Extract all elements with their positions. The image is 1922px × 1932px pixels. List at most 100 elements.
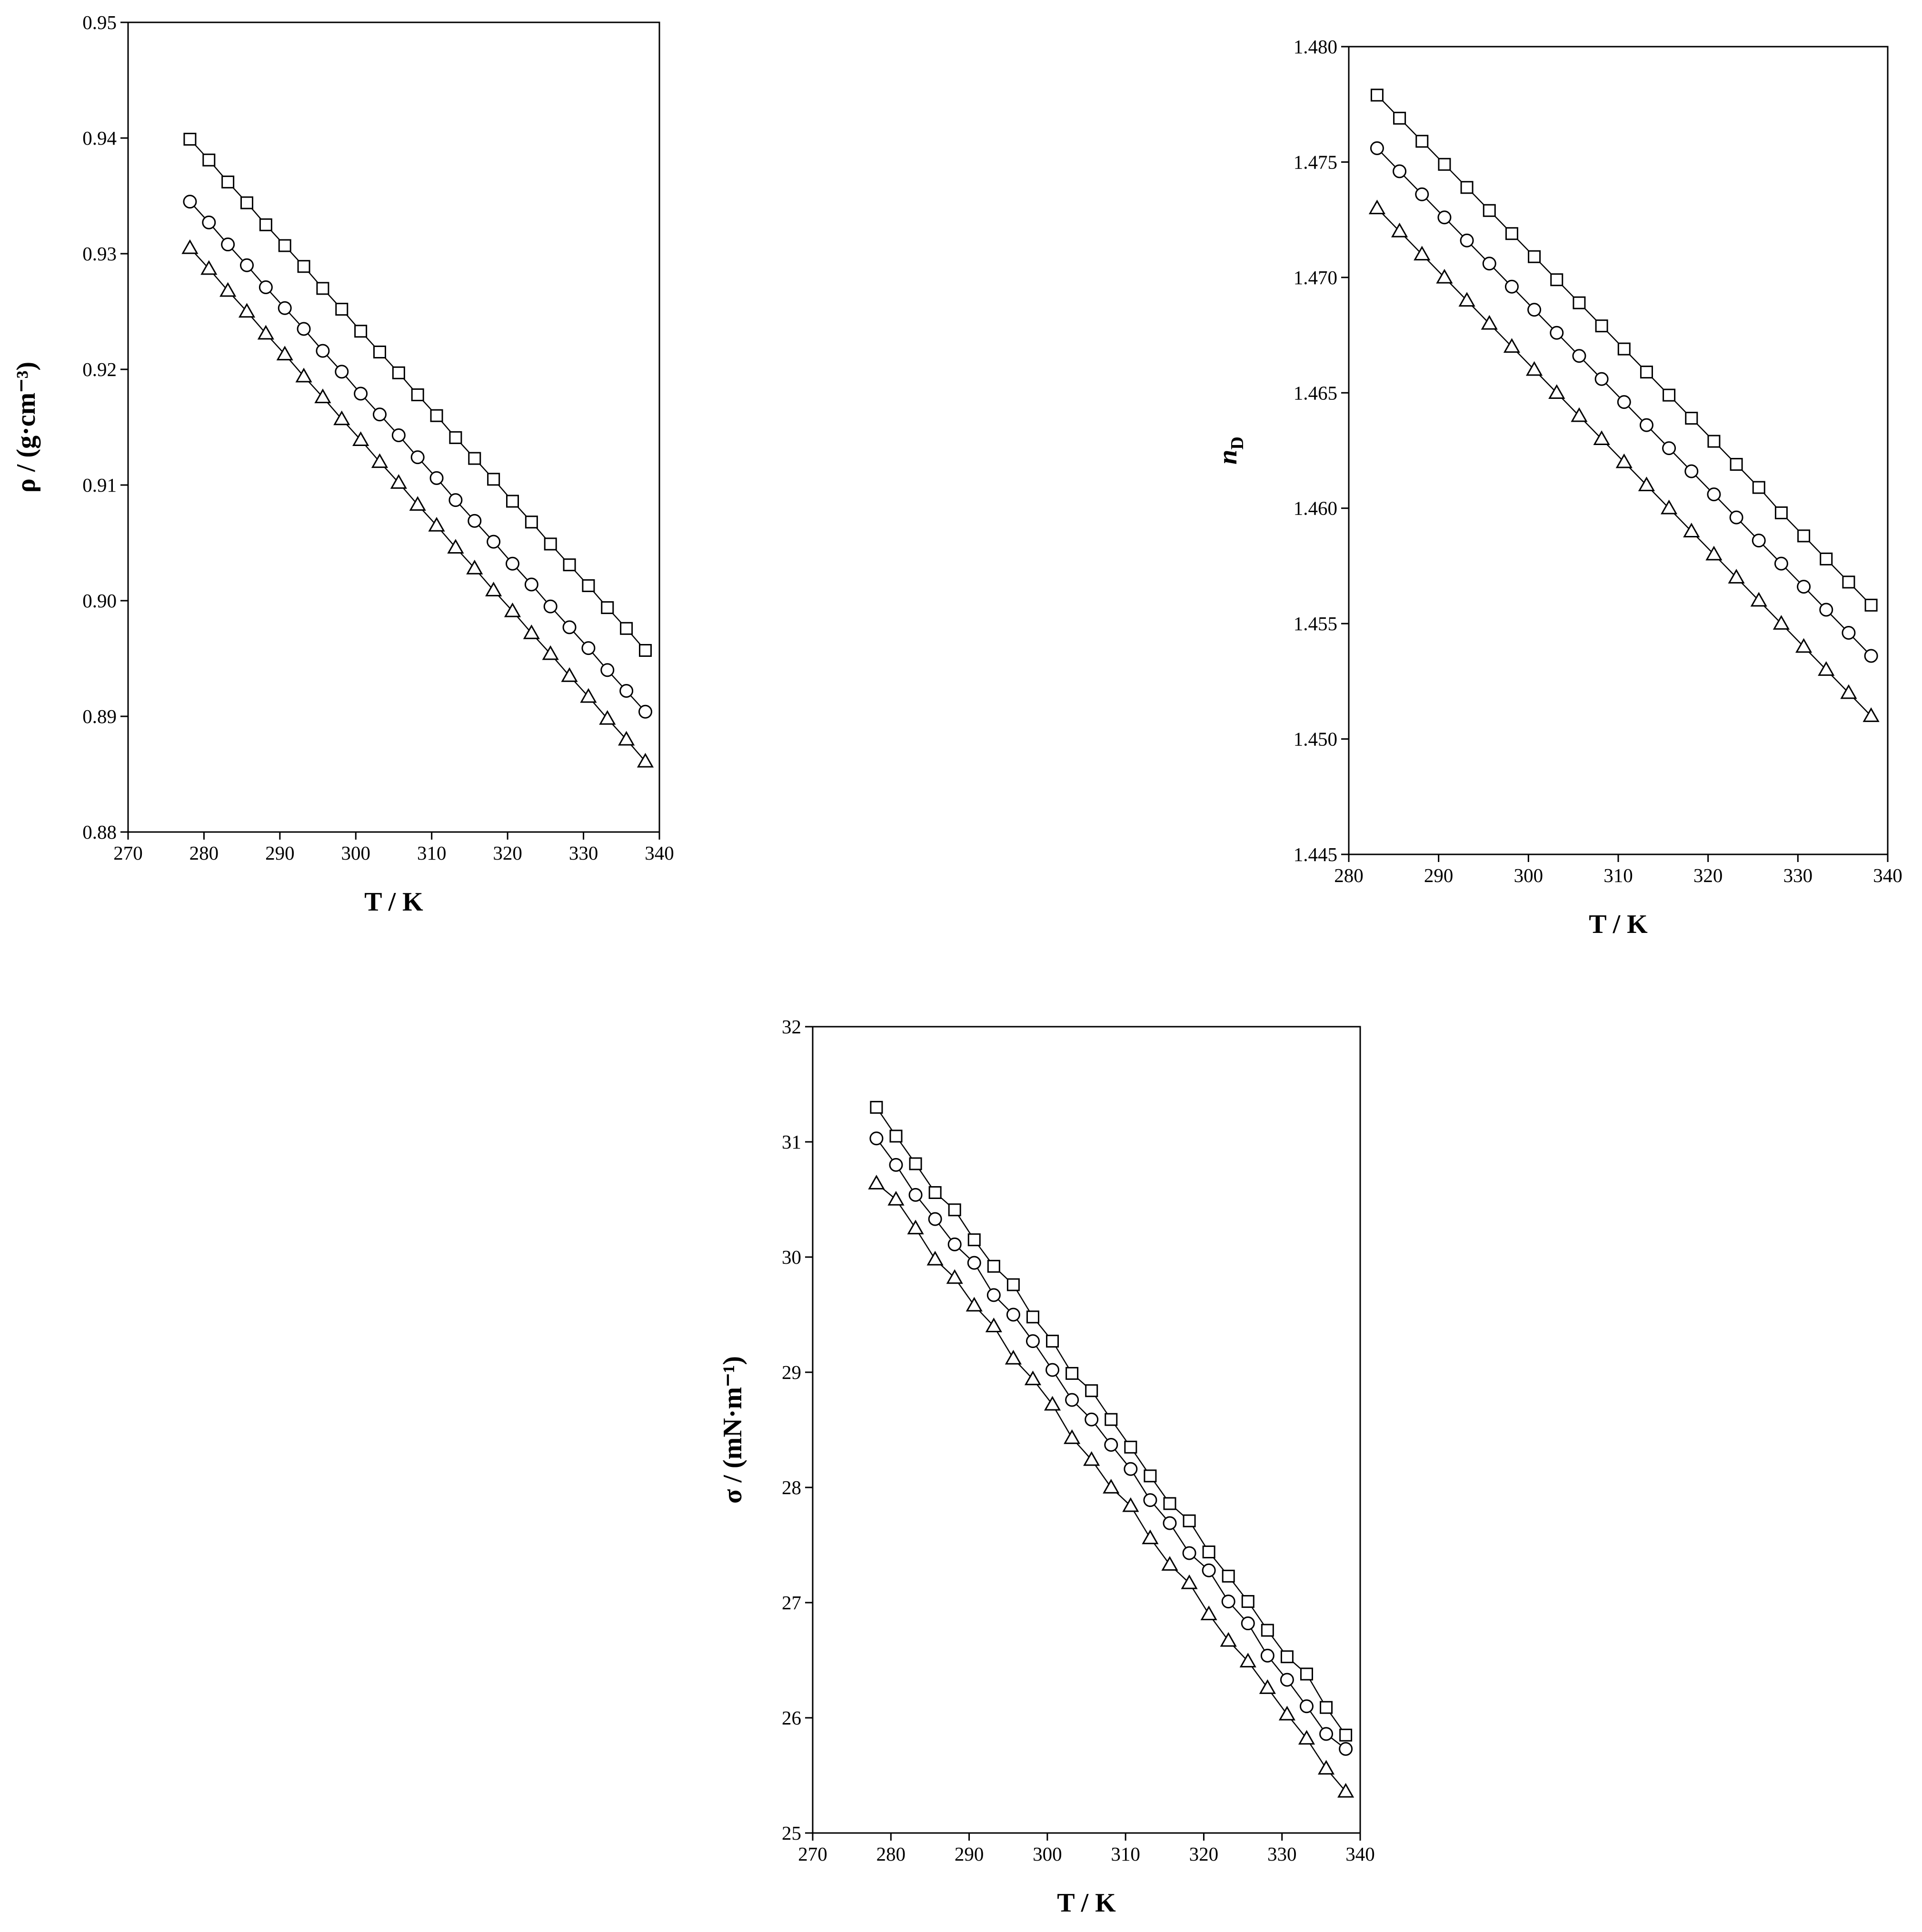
- marker-circle: [543, 599, 558, 614]
- marker-circle: [889, 1158, 903, 1172]
- marker-square: [1820, 552, 1833, 565]
- y-tick-label: 1.455: [1294, 613, 1337, 634]
- marker-square: [928, 1186, 942, 1199]
- marker-circle: [1202, 1563, 1216, 1577]
- marker-square: [582, 579, 595, 592]
- x-tick-label: 290: [1424, 864, 1454, 886]
- marker-triangle: [599, 710, 616, 725]
- marker-circle: [1104, 1437, 1118, 1452]
- marker-square: [1730, 458, 1743, 471]
- marker-triangle: [542, 645, 559, 660]
- marker-circle: [1460, 233, 1474, 248]
- marker-square: [1261, 1624, 1274, 1637]
- marker-triangle: [966, 1297, 983, 1312]
- marker-triangle: [390, 474, 407, 489]
- marker-circle: [259, 280, 273, 294]
- marker-square: [1202, 1546, 1215, 1559]
- marker-circle: [1143, 1493, 1157, 1507]
- marker-circle: [429, 471, 444, 485]
- marker-triangle: [561, 667, 578, 682]
- marker-square: [1797, 529, 1811, 543]
- plot-frame: [127, 21, 660, 833]
- marker-circle: [1182, 1546, 1196, 1560]
- marker-circle: [986, 1288, 1001, 1302]
- marker-square: [1183, 1514, 1196, 1527]
- y-axis-label-main: n: [1213, 450, 1243, 465]
- marker-circle: [1299, 1699, 1314, 1714]
- marker-square: [1752, 481, 1765, 494]
- y-tick-label: 0.91: [82, 474, 117, 496]
- y-tick-label: 32: [782, 1016, 801, 1038]
- marker-square: [889, 1129, 903, 1143]
- x-tick-label: 300: [341, 842, 371, 864]
- marker-triangle: [637, 753, 654, 768]
- marker-circle: [354, 386, 368, 401]
- marker-square: [1842, 575, 1855, 589]
- marker-square: [1105, 1413, 1118, 1426]
- marker-triangle: [257, 325, 274, 340]
- marker-square: [1046, 1335, 1059, 1348]
- marker-square: [1685, 412, 1698, 425]
- marker-triangle: [1200, 1605, 1217, 1620]
- x-tick-label: 310: [417, 842, 447, 864]
- marker-square: [909, 1157, 922, 1170]
- marker-triangle: [1083, 1451, 1100, 1466]
- marker-circle: [1819, 603, 1833, 617]
- marker-square: [1320, 1701, 1333, 1714]
- y-tick-label: 0.90: [82, 590, 117, 612]
- marker-triangle: [371, 453, 388, 468]
- marker-circle: [1026, 1334, 1040, 1348]
- x-tick-label: 300: [1033, 1843, 1062, 1865]
- marker-square: [1415, 135, 1429, 148]
- marker-circle: [1504, 279, 1519, 294]
- marker-circle: [524, 577, 538, 592]
- x-tick-label: 280: [189, 842, 219, 864]
- y-tick-label: 0.94: [82, 127, 117, 149]
- marker-square: [1550, 273, 1563, 287]
- marker-triangle: [200, 260, 218, 275]
- marker-triangle: [1161, 1556, 1178, 1571]
- y-tick-label: 0.88: [82, 821, 117, 843]
- marker-triangle: [985, 1318, 1002, 1332]
- marker-square: [525, 515, 538, 529]
- marker-square: [620, 622, 633, 635]
- y-tick-label: 1.465: [1294, 382, 1337, 404]
- marker-circle: [1482, 257, 1496, 271]
- x-tick-label: 280: [876, 1843, 906, 1865]
- marker-square: [1280, 1650, 1294, 1664]
- marker-circle: [619, 684, 634, 698]
- marker-triangle: [1122, 1497, 1139, 1512]
- x-axis-label: T / K: [1589, 910, 1648, 939]
- marker-square: [1707, 435, 1721, 448]
- marker-circle: [600, 663, 615, 677]
- marker-circle: [278, 301, 292, 315]
- plot-frame: [1348, 46, 1889, 855]
- marker-square: [392, 366, 405, 379]
- marker-square: [335, 303, 349, 316]
- marker-circle: [1594, 372, 1609, 386]
- marker-triangle: [907, 1219, 924, 1235]
- y-tick-label: 26: [782, 1707, 801, 1729]
- marker-circle: [1662, 441, 1676, 456]
- marker-circle: [1572, 349, 1586, 363]
- marker-square: [1026, 1310, 1039, 1324]
- marker-triangle: [1705, 545, 1723, 561]
- x-tick-label: 270: [113, 842, 143, 864]
- marker-triangle: [295, 367, 312, 383]
- marker-triangle: [428, 517, 445, 532]
- x-tick-label: 300: [1514, 864, 1544, 886]
- marker-circle: [1842, 626, 1856, 640]
- marker-triangle: [1337, 1783, 1354, 1798]
- marker-circle: [1550, 326, 1564, 340]
- marker-triangle: [1683, 523, 1700, 537]
- marker-triangle: [219, 282, 237, 297]
- marker-square: [1393, 111, 1406, 125]
- x-tick-label: 330: [569, 842, 598, 864]
- marker-circle: [221, 238, 235, 252]
- marker-circle: [506, 556, 520, 571]
- marker-triangle: [1005, 1349, 1022, 1365]
- marker-square: [487, 473, 500, 486]
- marker-square: [1339, 1728, 1353, 1742]
- marker-circle: [967, 1256, 981, 1270]
- marker-square: [1370, 89, 1384, 102]
